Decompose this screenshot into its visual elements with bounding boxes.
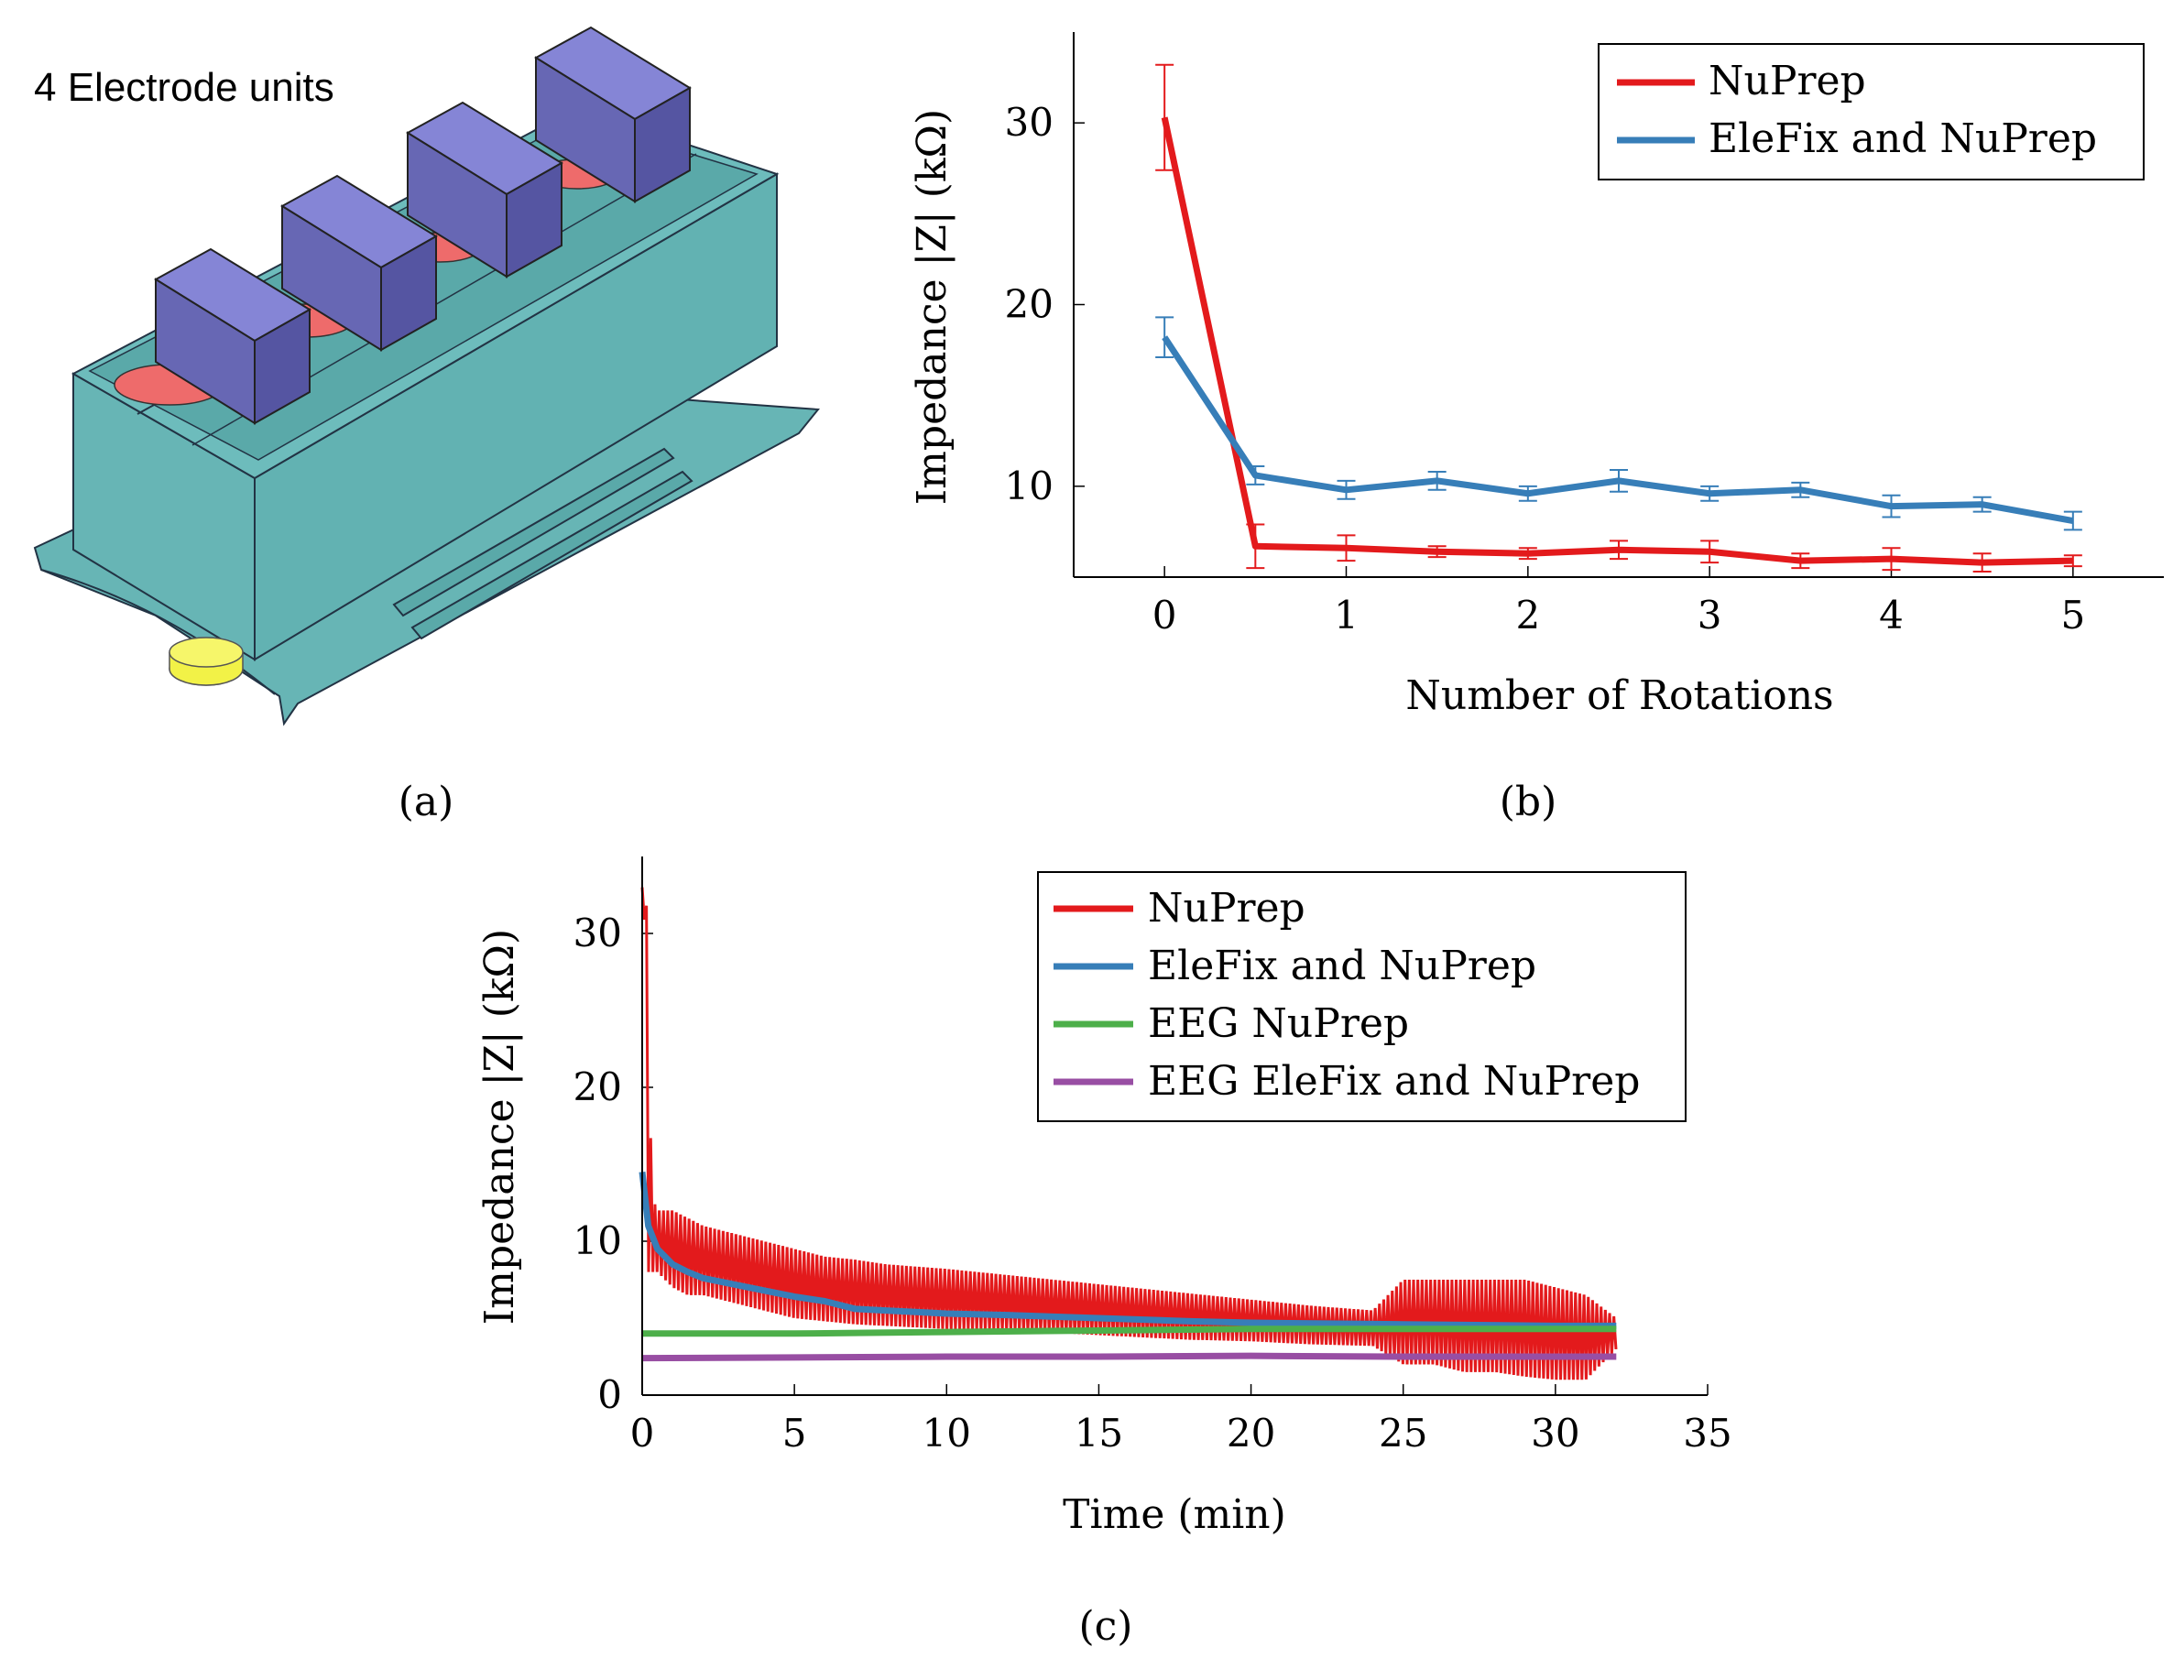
electrode-housing bbox=[280, 174, 438, 352]
chart-c-legend-label: EEG NuPrep bbox=[1148, 1000, 1409, 1047]
chart-c-legend-label: NuPrep bbox=[1148, 885, 1305, 932]
chart-b-x-axis-label: Number of Rotations bbox=[1405, 672, 1833, 719]
chart-b-x-tick-label: 5 bbox=[2060, 593, 2085, 638]
chart-c-x-tick-label: 25 bbox=[1379, 1411, 1427, 1456]
chart-b-y-tick-label: 20 bbox=[1005, 282, 1054, 327]
chart-b-legend: NuPrep EleFix and NuPrep bbox=[1598, 43, 2145, 180]
panel-c-caption: (c) bbox=[1079, 1603, 1133, 1650]
chart-c-series-line bbox=[639, 1172, 1617, 1329]
panel-a-callout: 4 Electrode units bbox=[34, 65, 334, 110]
chart-c-legend-label: EleFix and NuPrep bbox=[1148, 943, 1536, 989]
chart-c-y-tick-label: 10 bbox=[573, 1218, 622, 1263]
chart-c-series bbox=[639, 887, 1618, 1380]
chart-b-y-tick-label: 10 bbox=[1005, 464, 1054, 508]
chart-b-x-tick-label: 0 bbox=[1152, 593, 1177, 638]
chart-b-x-tick-label: 4 bbox=[1879, 593, 1904, 638]
chart-c-x-tick-label: 35 bbox=[1683, 1411, 1731, 1456]
chart-b-legend-label: NuPrep bbox=[1709, 58, 1866, 104]
chart-b-series-line bbox=[1161, 116, 2073, 566]
chart-c-x-tick-label: 30 bbox=[1531, 1411, 1579, 1456]
chart-c-x-tick-label: 10 bbox=[923, 1411, 971, 1456]
chart-b: 0 1 2 3 4 5 10 20 30 Number of Rotations Impedan… bbox=[909, 32, 2164, 719]
chart-c-x-tick-label: 5 bbox=[782, 1411, 807, 1456]
chart-c-x-tick-label: 0 bbox=[630, 1411, 655, 1456]
chart-b-series bbox=[1155, 63, 2082, 573]
chart-b-series-line bbox=[1162, 335, 2074, 524]
chart-b-x-tick-label: 2 bbox=[1515, 593, 1540, 638]
chart-c-x-axis-label: Time (min) bbox=[1063, 1491, 1286, 1538]
chart-b-x-tick-label: 1 bbox=[1334, 593, 1359, 638]
chart-b-legend-label: EleFix and NuPrep bbox=[1709, 115, 2097, 162]
electrode-housing bbox=[406, 101, 563, 278]
chart-c-series-line bbox=[642, 1325, 1617, 1337]
chart-b-y-axis-label: Impedance |Z| (kΩ) bbox=[909, 109, 956, 505]
chart-b-x-tick-label: 3 bbox=[1698, 593, 1722, 638]
chart-c-x-tick-label: 20 bbox=[1227, 1411, 1275, 1456]
panel-b-caption: (b) bbox=[1500, 779, 1557, 825]
chart-c-y-tick-label: 0 bbox=[597, 1372, 622, 1417]
chart-b-ticks: 0 1 2 3 4 5 10 20 30 bbox=[1005, 100, 2086, 638]
chart-c-y-axis-label: Impedance |Z| (kΩ) bbox=[476, 929, 523, 1325]
chart-c-series-line bbox=[641, 1352, 1617, 1362]
chart-b-y-tick-label: 30 bbox=[1005, 100, 1054, 145]
electrode-housing bbox=[154, 247, 311, 425]
chart-c-x-tick-label: 15 bbox=[1075, 1411, 1123, 1456]
chart-c-legend: NuPrep EleFix and NuPrep EEG NuPrep EEG … bbox=[1037, 871, 1687, 1122]
chart-c-ticks: 0 5 10 15 20 25 30 35 0 10 20 30 bbox=[573, 911, 1732, 1456]
electrode-housing bbox=[534, 26, 692, 203]
chart-c: 0 5 10 15 20 25 30 35 0 10 20 30 Time (min) Impedan… bbox=[476, 856, 1732, 1538]
chart-c-y-tick-label: 20 bbox=[573, 1064, 622, 1109]
panel-a-caption: (a) bbox=[399, 779, 454, 825]
chart-c-y-tick-label: 30 bbox=[573, 911, 622, 955]
chart-c-legend-label: EEG EleFix and NuPrep bbox=[1148, 1058, 1640, 1105]
panel-a-illustration: 4 Electrode units bbox=[33, 26, 820, 726]
